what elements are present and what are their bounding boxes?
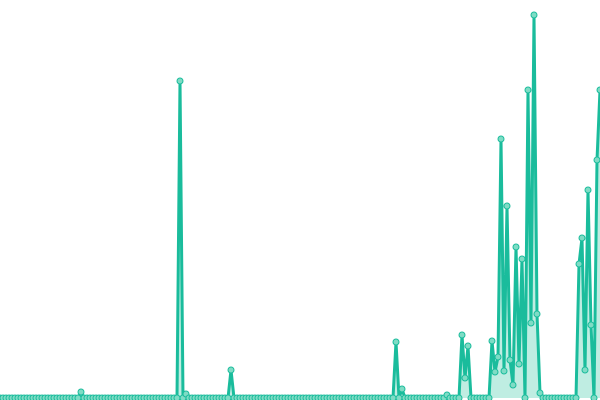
- data-point: [512, 243, 520, 251]
- data-point: [572, 394, 580, 400]
- data-point: [503, 202, 511, 210]
- data-point: [491, 368, 499, 376]
- data-point: [224, 394, 232, 400]
- data-point: [485, 394, 493, 400]
- data-point: [227, 366, 235, 374]
- data-point: [458, 331, 466, 339]
- data-point: [398, 385, 406, 393]
- data-point: [530, 11, 538, 19]
- data-point: [395, 394, 403, 400]
- data-point: [389, 394, 397, 400]
- data-point: [497, 135, 505, 143]
- series-markers: [0, 11, 600, 400]
- data-point: [584, 186, 592, 194]
- data-point: [74, 394, 82, 400]
- data-point: [488, 337, 496, 345]
- data-point: [524, 86, 532, 94]
- data-point: [500, 367, 508, 375]
- data-point: [173, 394, 181, 400]
- data-point: [506, 356, 514, 364]
- data-point: [587, 321, 595, 329]
- data-point: [596, 86, 600, 94]
- data-point: [518, 255, 526, 263]
- data-point: [527, 319, 535, 327]
- data-point: [593, 156, 600, 164]
- data-point: [464, 342, 472, 350]
- data-point: [581, 366, 589, 374]
- data-point: [509, 381, 517, 389]
- data-point: [455, 394, 463, 400]
- data-point: [461, 374, 469, 382]
- data-point: [176, 77, 184, 85]
- data-point: [536, 389, 544, 397]
- data-point: [578, 234, 586, 242]
- data-point: [515, 360, 523, 368]
- data-point: [77, 388, 85, 396]
- data-point: [392, 338, 400, 346]
- data-point: [521, 394, 529, 400]
- data-point: [575, 260, 583, 268]
- data-point: [590, 394, 598, 400]
- data-point: [533, 310, 541, 318]
- data-point: [494, 353, 502, 361]
